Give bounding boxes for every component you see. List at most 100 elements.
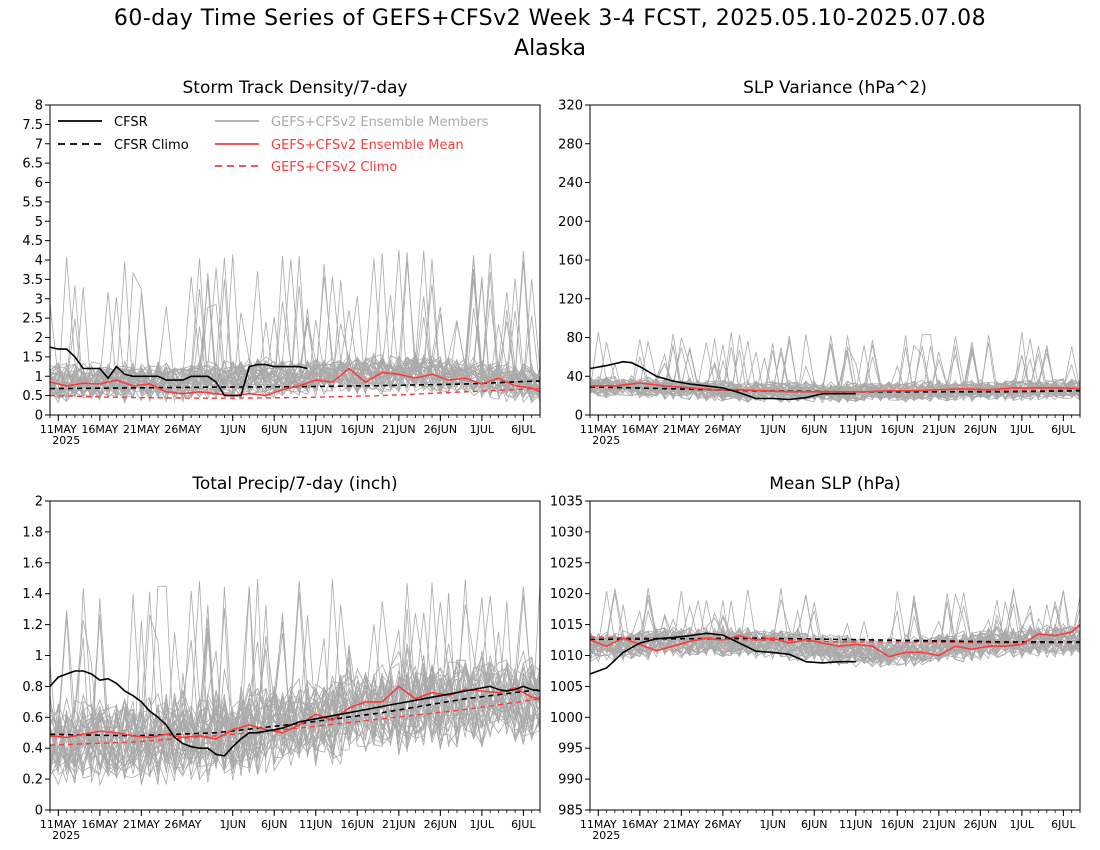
y-tick-label: 1035 (550, 495, 583, 510)
y-tick-label: 160 (558, 254, 583, 269)
x-tick-label: 16MAY (621, 423, 658, 436)
ensemble-member-line (50, 595, 540, 776)
chart-panel-3: Total Precip/7-day (inch)00.20.40.60.811… (22, 474, 541, 842)
cfsr-climo-line (50, 380, 540, 390)
x-tick-label: 26JUN (424, 818, 458, 831)
ensemble-mean-line (50, 685, 540, 740)
ensemble-member-line (50, 258, 540, 403)
y-tick-label: 7.5 (22, 118, 43, 133)
ensemble-member-line (50, 585, 540, 779)
x-tick-label: 11JUN (839, 423, 873, 436)
x-tick-label: 1JUL (1010, 423, 1035, 436)
region-subtitle: Alaska (514, 36, 586, 61)
legend: CFSR CFSR Climo GEFS+CFSv2 Ensemble Member… (58, 115, 489, 175)
x-tick-label: 21JUN (382, 818, 416, 831)
y-tick-label: 0.2 (22, 773, 43, 788)
x-tick-label: 6JUN (261, 818, 288, 831)
x-tick-label: 1JUN (759, 423, 786, 436)
x-tick-label: 1JUN (219, 818, 246, 831)
x-tick-label: 6JUL (511, 818, 536, 831)
ensemble-member-line (50, 583, 540, 779)
y-tick-label: 0.8 (22, 680, 43, 695)
y-tick-label: 5 (35, 215, 43, 230)
y-tick-label: 995 (558, 742, 583, 757)
x-tick-label: 21JUN (382, 423, 416, 436)
x-tick-label: 26JUN (964, 818, 998, 831)
y-tick-label: 1.6 (22, 556, 43, 571)
ensemble-mean-line (590, 624, 1080, 658)
x-tick-label: 11MAY (580, 818, 617, 831)
cfsr-line (50, 346, 308, 397)
ensemble-member-line (50, 615, 540, 771)
ensemble-member-line (50, 586, 540, 772)
x-tick-label: 21MAY (663, 818, 700, 831)
y-tick-label: 0.4 (22, 742, 43, 757)
ensemble-member-line (50, 601, 540, 784)
ensemble-mean-line (590, 382, 1080, 393)
x-tick-label: 16MAY (81, 423, 118, 436)
y-tick-label: 1010 (550, 649, 583, 664)
figure-title: 60-day Time Series of GEFS+CFSv2 Week 3-… (113, 6, 987, 31)
x-year-label: 2025 (592, 434, 620, 447)
x-tick-label: 11JUN (299, 818, 333, 831)
panel-title: Mean SLP (hPa) (769, 474, 901, 494)
y-tick-label: 280 (558, 137, 583, 152)
y-tick-label: 6 (35, 176, 43, 191)
x-tick-label: 11MAY (580, 423, 617, 436)
x-tick-label: 21JUN (922, 423, 956, 436)
ensemble-member-line (50, 579, 540, 781)
y-tick-label: 0 (35, 409, 43, 424)
x-year-label: 2025 (52, 434, 80, 447)
x-tick-label: 16MAY (81, 818, 118, 831)
x-tick-label: 6JUL (1051, 818, 1076, 831)
y-tick-label: 40 (566, 370, 583, 385)
chart-panel-1: Storm Track Density/7-day 0 0.5 1 1.5 2 2.5 3 3.… (22, 78, 541, 447)
legend-ens-climo-label: GEFS+CFSv2 Climo (271, 160, 397, 175)
x-tick-label: 21MAY (663, 423, 700, 436)
y-tick-label: 4.5 (22, 234, 43, 249)
ensemble-climo-line (50, 698, 540, 746)
y-tick-label: 1.4 (22, 587, 43, 602)
chart-panel-2: SLP Variance (hPa^2) 0 40 80 120 160 200 240 280… (558, 78, 1081, 447)
ensemble-member-line (50, 583, 540, 784)
ensemble-member-line (50, 592, 540, 781)
y-tick-label: 1.5 (22, 350, 43, 365)
plot-area (590, 331, 1080, 404)
ensemble-member-line (50, 293, 540, 403)
ensemble-member-line (50, 261, 540, 398)
x-tick-label: 11JUN (299, 423, 333, 436)
y-tick-label: 1 (35, 649, 43, 664)
x-tick-label: 6JUN (261, 423, 288, 436)
x-tick-label: 26JUN (964, 423, 998, 436)
y-tick-label: 6.5 (22, 157, 43, 172)
x-tick-label: 11JUN (839, 818, 873, 831)
x-tick-label: 6JUN (801, 423, 828, 436)
x-tick-label: 1JUL (470, 423, 495, 436)
x-tick-label: 11MAY (40, 818, 77, 831)
y-tick-label: 8 (35, 99, 43, 114)
y-tick-label: 1 (35, 370, 43, 385)
x-tick-label: 26MAY (164, 818, 201, 831)
plot-area (590, 587, 1080, 675)
ensemble-mean-line (50, 367, 540, 397)
y-tick-label: 1030 (550, 525, 583, 540)
legend-cfsr-label: CFSR (114, 115, 148, 130)
y-tick-label: 985 (558, 804, 583, 819)
plot-area (50, 249, 540, 404)
y-tick-label: 0 (575, 409, 583, 424)
cfsr-climo-line (590, 637, 1080, 643)
y-tick-label: 320 (558, 99, 583, 114)
chart-panel-4: Mean SLP (hPa) 985 990 995 1000 1005 1010 1015 1… (550, 474, 1081, 842)
x-tick-label: 1JUN (219, 423, 246, 436)
y-tick-label: 3.5 (22, 273, 43, 288)
y-tick-label: 1015 (550, 618, 583, 633)
y-tick-label: 80 (566, 331, 583, 346)
x-tick-label: 16MAY (621, 818, 658, 831)
y-tick-label: 1025 (550, 556, 583, 571)
ensemble-climo-line (50, 387, 540, 400)
x-tick-label: 26MAY (704, 818, 741, 831)
x-year-label: 2025 (52, 829, 80, 842)
x-tick-label: 21JUN (922, 818, 956, 831)
x-tick-label: 1JUL (1010, 818, 1035, 831)
x-tick-label: 21MAY (123, 818, 160, 831)
